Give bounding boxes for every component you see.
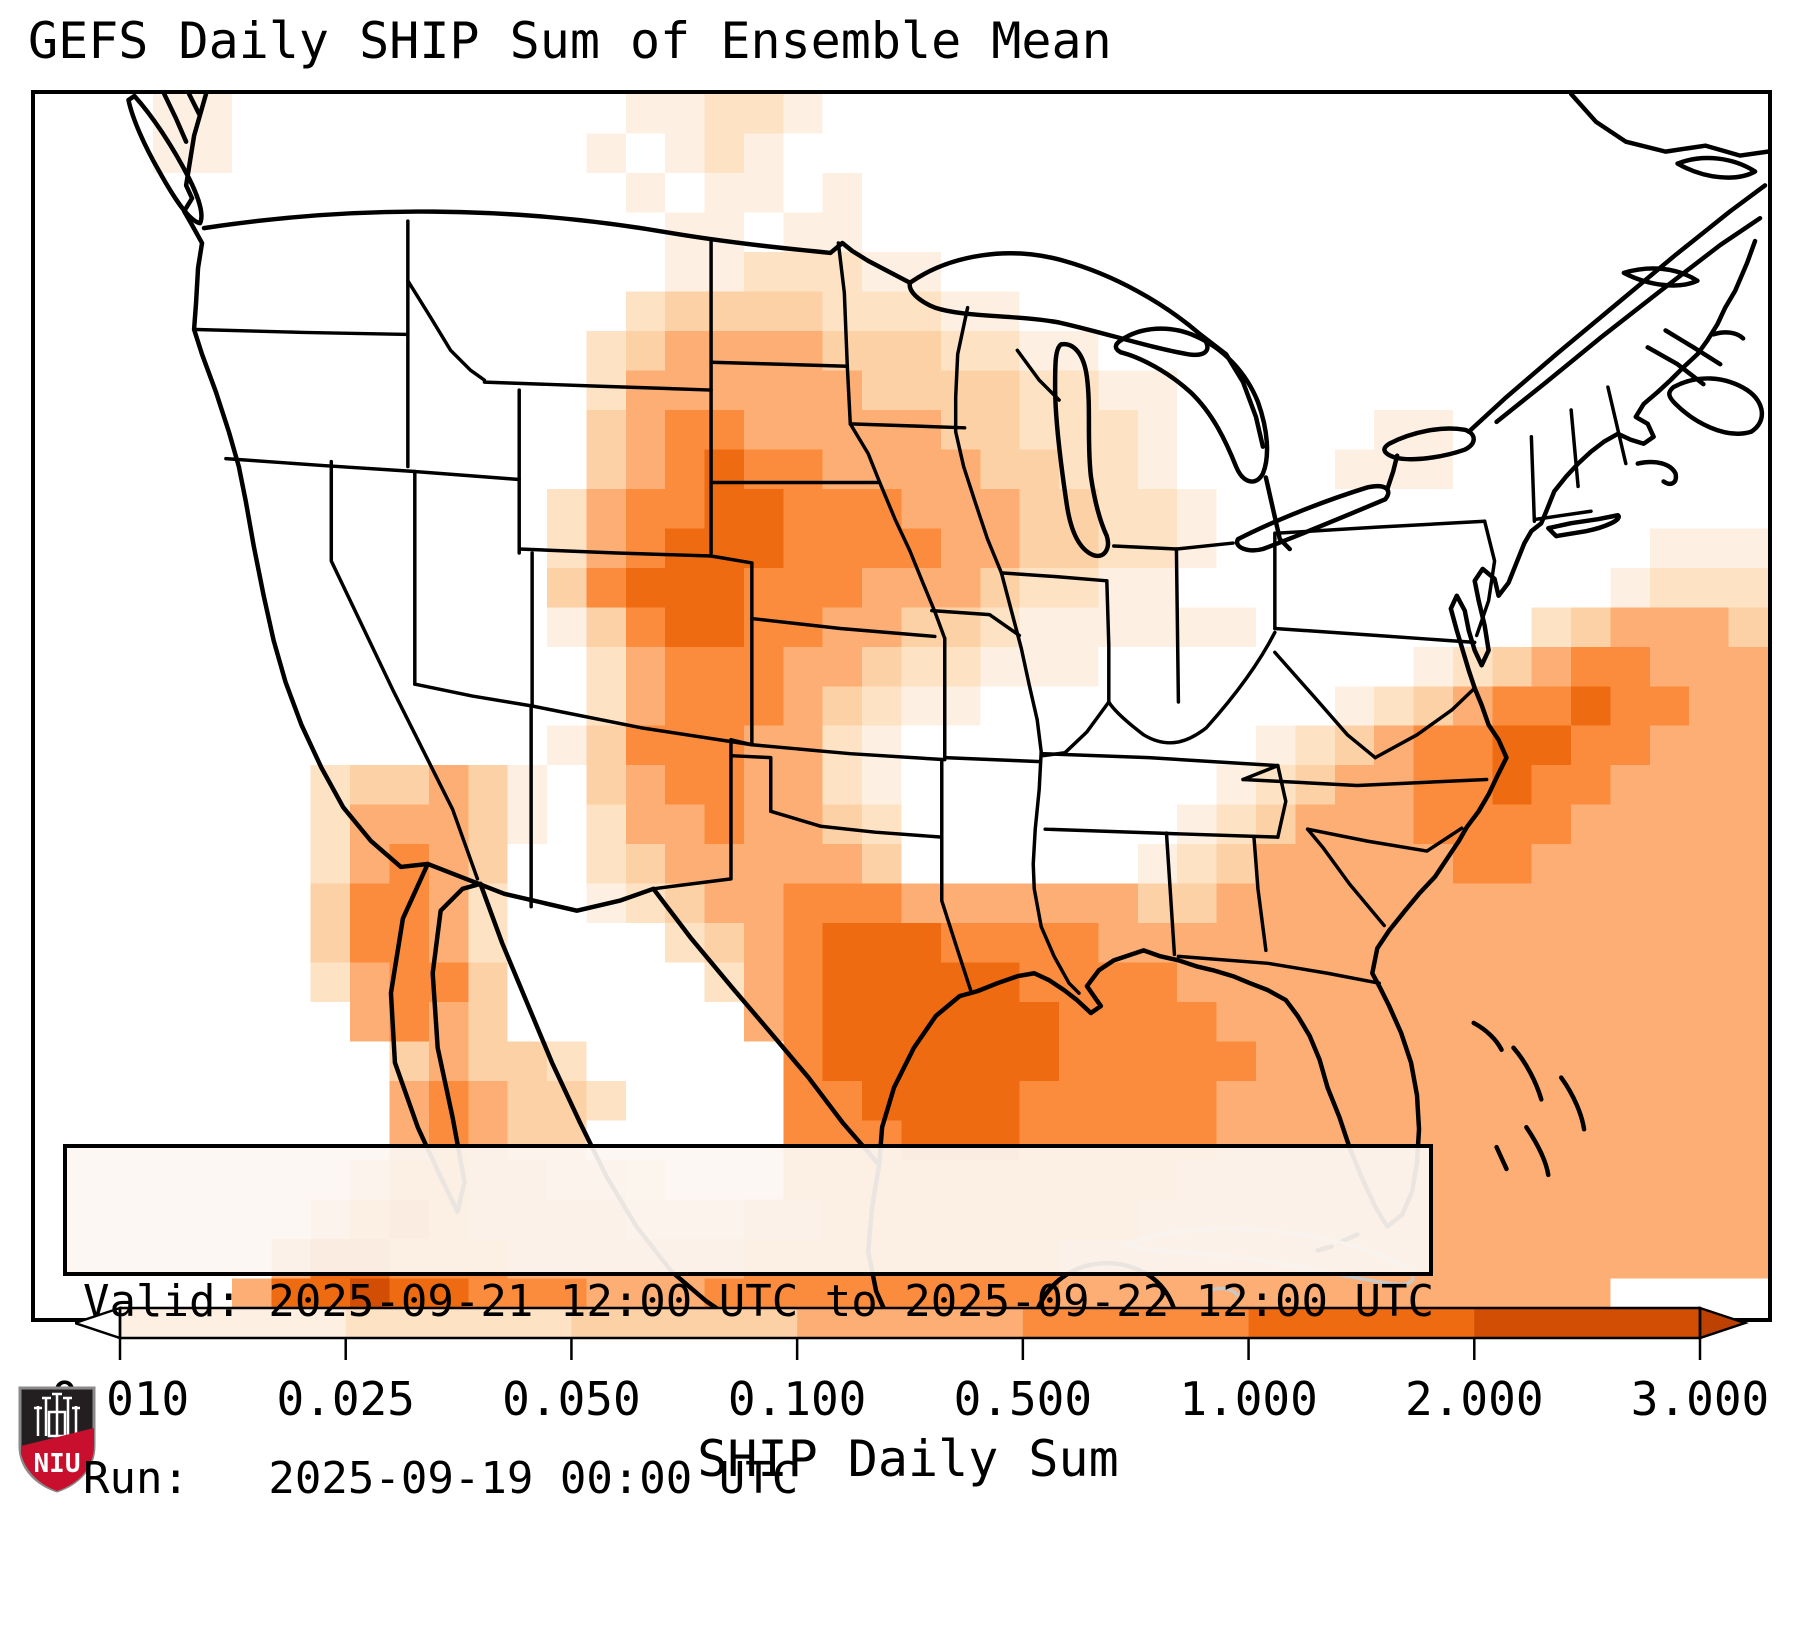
niu-castle-icon xyxy=(34,1392,80,1438)
colorbar-axis-label: SHIP Daily Sum xyxy=(697,1430,1119,1488)
colorbar-segment xyxy=(797,1308,1024,1338)
geo-boundaries-layer xyxy=(126,94,1768,1318)
weather-map-page: { "title": "GEFS Daily SHIP Sum of Ensem… xyxy=(18,12,1772,1504)
niu-logo-text: NIU xyxy=(34,1449,81,1479)
colorbar xyxy=(75,1306,1749,1360)
colorbar-tick-label: 0.050 xyxy=(502,1372,641,1426)
colorbar-ticks xyxy=(118,1338,1702,1360)
valid-line: Valid: 2025-09-21 12:00 UTC to 2025-09-2… xyxy=(83,1276,1435,1327)
colorbar-segments xyxy=(120,1308,1701,1338)
ship-heatmap-raster xyxy=(35,94,1768,1318)
colorbar-tick-label: 1.000 xyxy=(1179,1372,1318,1426)
colorbar-segment xyxy=(1474,1308,1701,1338)
colorbar-tick-label: 0.025 xyxy=(276,1372,415,1426)
niu-red-band xyxy=(21,1428,94,1491)
colorbar-tick-label: 0.100 xyxy=(727,1372,867,1426)
niu-logo: NIU xyxy=(18,1386,96,1493)
page-title: GEFS Daily SHIP Sum of Ensemble Mean xyxy=(28,12,1112,70)
colorbar-segment xyxy=(571,1308,799,1338)
run-line: Run: 2025-09-19 00:00 UTC xyxy=(83,1453,799,1504)
valid-run-infobox: Valid: 2025-09-21 12:00 UTC to 2025-09-2… xyxy=(63,1144,1434,1504)
state-border-paths xyxy=(194,219,1628,995)
map-panel: Valid: 2025-09-21 12:00 UTC to 2025-09-2… xyxy=(31,90,1772,1504)
colorbar-segment xyxy=(345,1308,573,1338)
colorbar-segment xyxy=(1248,1308,1476,1338)
colorbar-tick-label: 0.500 xyxy=(953,1372,1093,1426)
colorbar-segment xyxy=(1022,1308,1250,1338)
colorbar-tick-label: 3.000 xyxy=(1630,1372,1770,1426)
colorbar-right-arrow xyxy=(1698,1306,1749,1340)
colorbar-segment xyxy=(120,1308,347,1338)
coastline-paths xyxy=(126,94,1768,1318)
colorbar-tick-label: 2.000 xyxy=(1405,1372,1544,1426)
colorbar-outline xyxy=(118,1306,1702,1340)
